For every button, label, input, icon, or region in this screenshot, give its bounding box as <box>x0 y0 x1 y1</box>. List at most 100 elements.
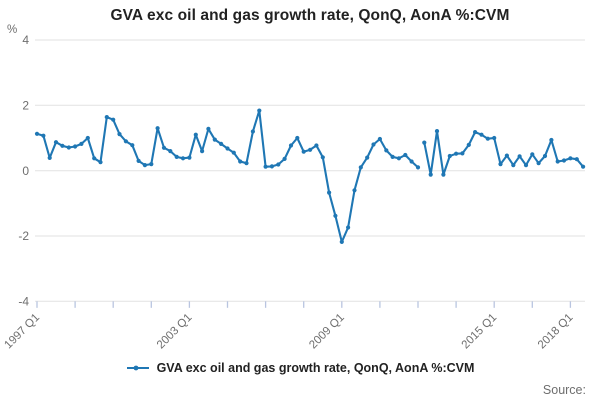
chart-title: GVA exc oil and gas growth rate, QonQ, A… <box>110 7 510 24</box>
data-point <box>574 157 579 162</box>
data-point <box>536 161 541 166</box>
data-point <box>104 115 109 120</box>
data-point <box>422 140 427 145</box>
data-point <box>396 156 401 161</box>
data-point <box>53 140 59 145</box>
x-axis-tick-label: 1997 Q1 <box>2 312 42 352</box>
data-point <box>180 156 186 161</box>
data-point <box>225 146 230 151</box>
data-point <box>371 142 376 147</box>
data-point <box>168 149 173 154</box>
data-point <box>441 172 446 177</box>
data-point <box>409 159 414 164</box>
data-point <box>136 158 141 163</box>
data-point <box>85 135 90 141</box>
data-point <box>352 188 357 193</box>
data-point <box>492 135 497 141</box>
data-point <box>549 137 554 143</box>
data-point <box>358 165 363 170</box>
data-point <box>269 164 274 169</box>
data-point <box>219 141 224 146</box>
data-point <box>504 153 509 158</box>
data-point <box>288 143 294 148</box>
data-point <box>282 156 287 161</box>
data-point <box>447 153 452 159</box>
data-point <box>327 190 332 195</box>
data-point <box>257 108 262 113</box>
data-point <box>377 136 382 142</box>
data-point <box>79 141 84 146</box>
data-point <box>365 155 370 160</box>
data-point <box>250 129 255 134</box>
legend-dot-icon <box>133 365 138 371</box>
y-axis-tick-label: 2 <box>22 99 29 113</box>
legend: GVA exc oil and gas growth rate, QonQ, A… <box>0 361 600 375</box>
x-axis-tick-label: 2003 Q1 <box>155 312 195 352</box>
data-point <box>346 225 351 230</box>
y-axis-tick-label: -4 <box>18 295 29 309</box>
data-point <box>161 145 167 150</box>
data-point <box>244 161 249 166</box>
data-point <box>555 159 560 164</box>
data-point <box>66 145 71 150</box>
data-point <box>561 158 567 163</box>
data-point <box>123 139 128 144</box>
data-point <box>130 143 135 148</box>
y-axis-tick-label: -2 <box>18 229 29 243</box>
x-axis-tick-label: 2018 Q1 <box>536 312 576 352</box>
data-point <box>581 164 586 169</box>
y-axis-unit-label: % <box>7 24 18 36</box>
data-point <box>460 151 465 156</box>
data-point <box>98 160 103 165</box>
x-axis-tick-label: 2015 Q1 <box>460 312 500 352</box>
data-point <box>473 130 478 135</box>
data-point <box>390 154 395 159</box>
data-point <box>231 150 236 155</box>
data-point <box>212 137 217 142</box>
data-point <box>523 163 529 168</box>
data-point <box>295 135 300 141</box>
data-point <box>434 129 440 134</box>
data-point <box>308 147 313 152</box>
data-point <box>466 142 471 147</box>
data-point <box>111 117 116 122</box>
data-point <box>155 126 160 131</box>
legend-label: GVA exc oil and gas growth rate, QonQ, A… <box>156 361 475 375</box>
data-point <box>301 149 306 154</box>
data-point <box>92 156 97 161</box>
data-point <box>41 133 46 138</box>
data-point <box>174 154 179 159</box>
data-point <box>333 213 338 218</box>
data-point <box>530 152 535 157</box>
data-point <box>320 155 325 160</box>
data-point <box>117 132 122 137</box>
legend-marker-line <box>126 365 149 371</box>
plot-area: 4 2 0 -2 -4 1997 Q1 2003 Q1 2009 Q1 2015 Q1 2018 … <box>2 33 586 352</box>
data-line-segment <box>35 109 420 243</box>
y-axis-tick-label: 0 <box>22 164 29 178</box>
data-point <box>479 132 484 137</box>
data-point <box>339 239 344 244</box>
data-point <box>263 164 268 169</box>
data-point <box>206 126 211 131</box>
data-point <box>200 149 205 154</box>
data-point <box>314 143 319 148</box>
x-axis-tick-label: 2009 Q1 <box>307 312 347 352</box>
data-point <box>428 172 433 177</box>
data-point <box>542 153 548 159</box>
source-label: Source: <box>542 383 586 397</box>
data-line-segment <box>423 130 585 176</box>
data-point <box>498 162 503 167</box>
data-point <box>73 144 78 149</box>
data-point <box>384 148 389 153</box>
data-point <box>415 165 421 170</box>
data-point <box>511 163 516 168</box>
data-point <box>454 151 459 156</box>
data-point <box>193 132 198 137</box>
y-axis-tick-label: 4 <box>22 33 29 47</box>
data-point <box>187 155 192 160</box>
data-point <box>60 143 65 148</box>
data-point <box>149 162 154 167</box>
data-point <box>485 136 490 141</box>
data-point <box>238 159 243 164</box>
